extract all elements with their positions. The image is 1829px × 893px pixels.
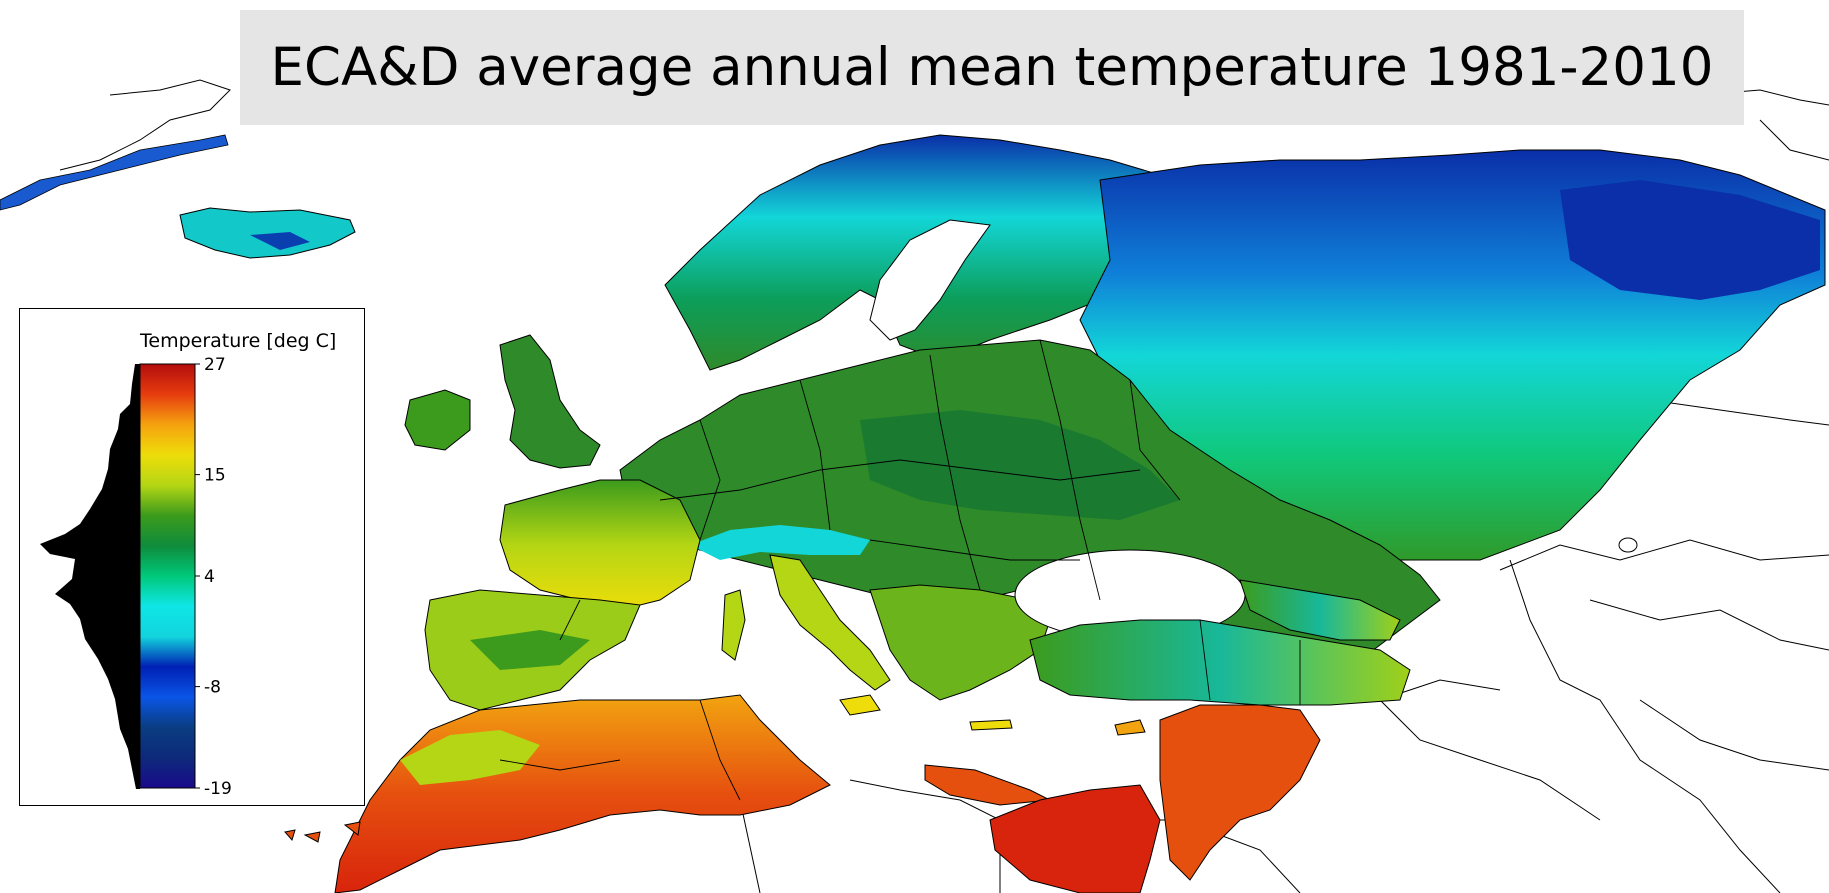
colorbar-tick-label: 27: [204, 355, 226, 375]
legend-colorbar: Temperature [deg C] 27 15 4 -8 -19: [40, 330, 336, 799]
colorbar-tick-label: 4: [204, 567, 215, 587]
north-africa-region: [334, 694, 831, 893]
egypt-region: [989, 784, 1161, 893]
baltic-sea: [869, 219, 991, 341]
legend-title: Temperature [deg C]: [139, 330, 336, 352]
colorbar-tick-label: 15: [204, 466, 226, 486]
caucasus-region: [1239, 579, 1401, 641]
colorbar-tick-label: -19: [204, 779, 232, 799]
crete: [969, 719, 1013, 731]
ireland-region: [404, 389, 471, 451]
cyprus: [1114, 719, 1146, 736]
canary-islands: [284, 821, 361, 843]
title-box: ECA&D average annual mean temperature 19…: [240, 10, 1744, 125]
libya-coast-region: [924, 764, 1052, 806]
turkey-region: [1029, 619, 1411, 706]
britain-region: [499, 334, 601, 469]
colorbar-tick-label: -8: [204, 678, 221, 698]
italy-region: [769, 554, 891, 691]
corsica-sardinia: [721, 589, 746, 661]
france-region: [499, 479, 701, 611]
iceland-region: [179, 207, 356, 259]
sicily: [839, 694, 881, 716]
country-borders: [499, 339, 1301, 801]
greenland-region: [0, 134, 229, 211]
alps-region: [690, 525, 870, 560]
map-title: ECA&D average annual mean temperature 19…: [270, 37, 1714, 98]
colorbar-gradient: [139, 363, 196, 789]
legend-box: Temperature [deg C] 27 15 4 -8 -19: [19, 308, 365, 806]
levant-region: [1159, 704, 1321, 881]
temperature-histogram: [40, 364, 140, 789]
